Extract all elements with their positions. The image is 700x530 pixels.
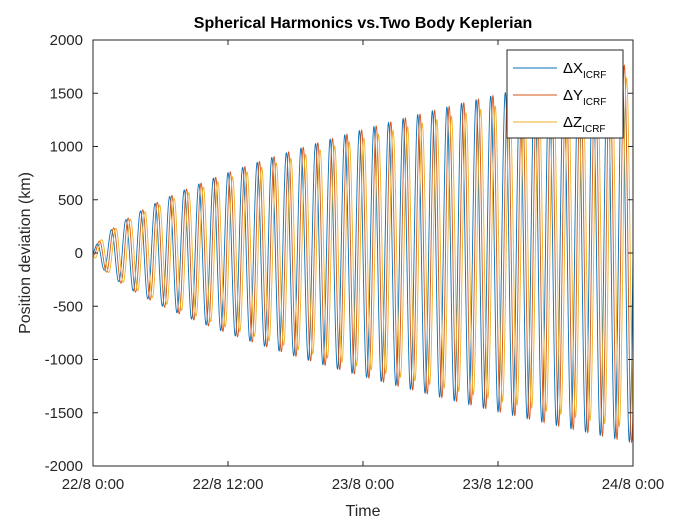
x-axis-label: Time [346,503,381,520]
x-tick-label: 22/8 0:00 [62,476,125,493]
x-tick-label: 23/8 12:00 [463,476,534,493]
legend-label-name: ΔY [563,87,583,104]
legend-label: ΔZICRF [563,114,606,135]
series-layer [92,64,634,444]
legend-label-subscript: ICRF [583,97,606,108]
legend-label: ΔYICRF [563,87,606,108]
y-tick-label: -1000 [45,352,83,369]
y-tick-label: -2000 [45,458,83,475]
legend-label: ΔXICRF [563,60,606,81]
legend-label-name: ΔZ [563,114,582,131]
y-axis-label: Position deviation (km) [17,172,34,334]
x-tick-label: 23/8 0:00 [332,476,395,493]
legend-item[interactable]: ΔXICRF [513,60,606,81]
x-axis: 22/8 0:00 22/8 12:00 23/8 0:00 23/8 12:00 24… [62,40,665,493]
legend-item[interactable]: ΔYICRF [513,87,606,108]
series-line-dz [92,76,634,428]
x-tick-label: 22/8 12:00 [193,476,264,493]
legend-label-name: ΔX [563,60,583,77]
y-axis: -2000 -1500 -1000 -500 0 500 1000 1500 2000 [45,32,633,475]
x-tick-label: 24/8 0:00 [602,476,665,493]
y-tick-label: 2000 [50,32,83,49]
y-tick-label: 1000 [50,139,83,156]
legend-label-subscript: ICRF [583,70,606,81]
chart-title: Spherical Harmonics vs.Two Body Kepleria… [194,15,532,32]
y-tick-label: 500 [58,192,83,209]
legend-item[interactable]: ΔZICRF [513,114,606,135]
y-tick-label: -1500 [45,405,83,422]
y-tick-label: -500 [53,298,83,315]
y-tick-label: 1500 [50,85,83,102]
y-tick-label: 0 [75,245,83,262]
legend-label-subscript: ICRF [582,124,605,135]
legend-box [506,49,624,139]
